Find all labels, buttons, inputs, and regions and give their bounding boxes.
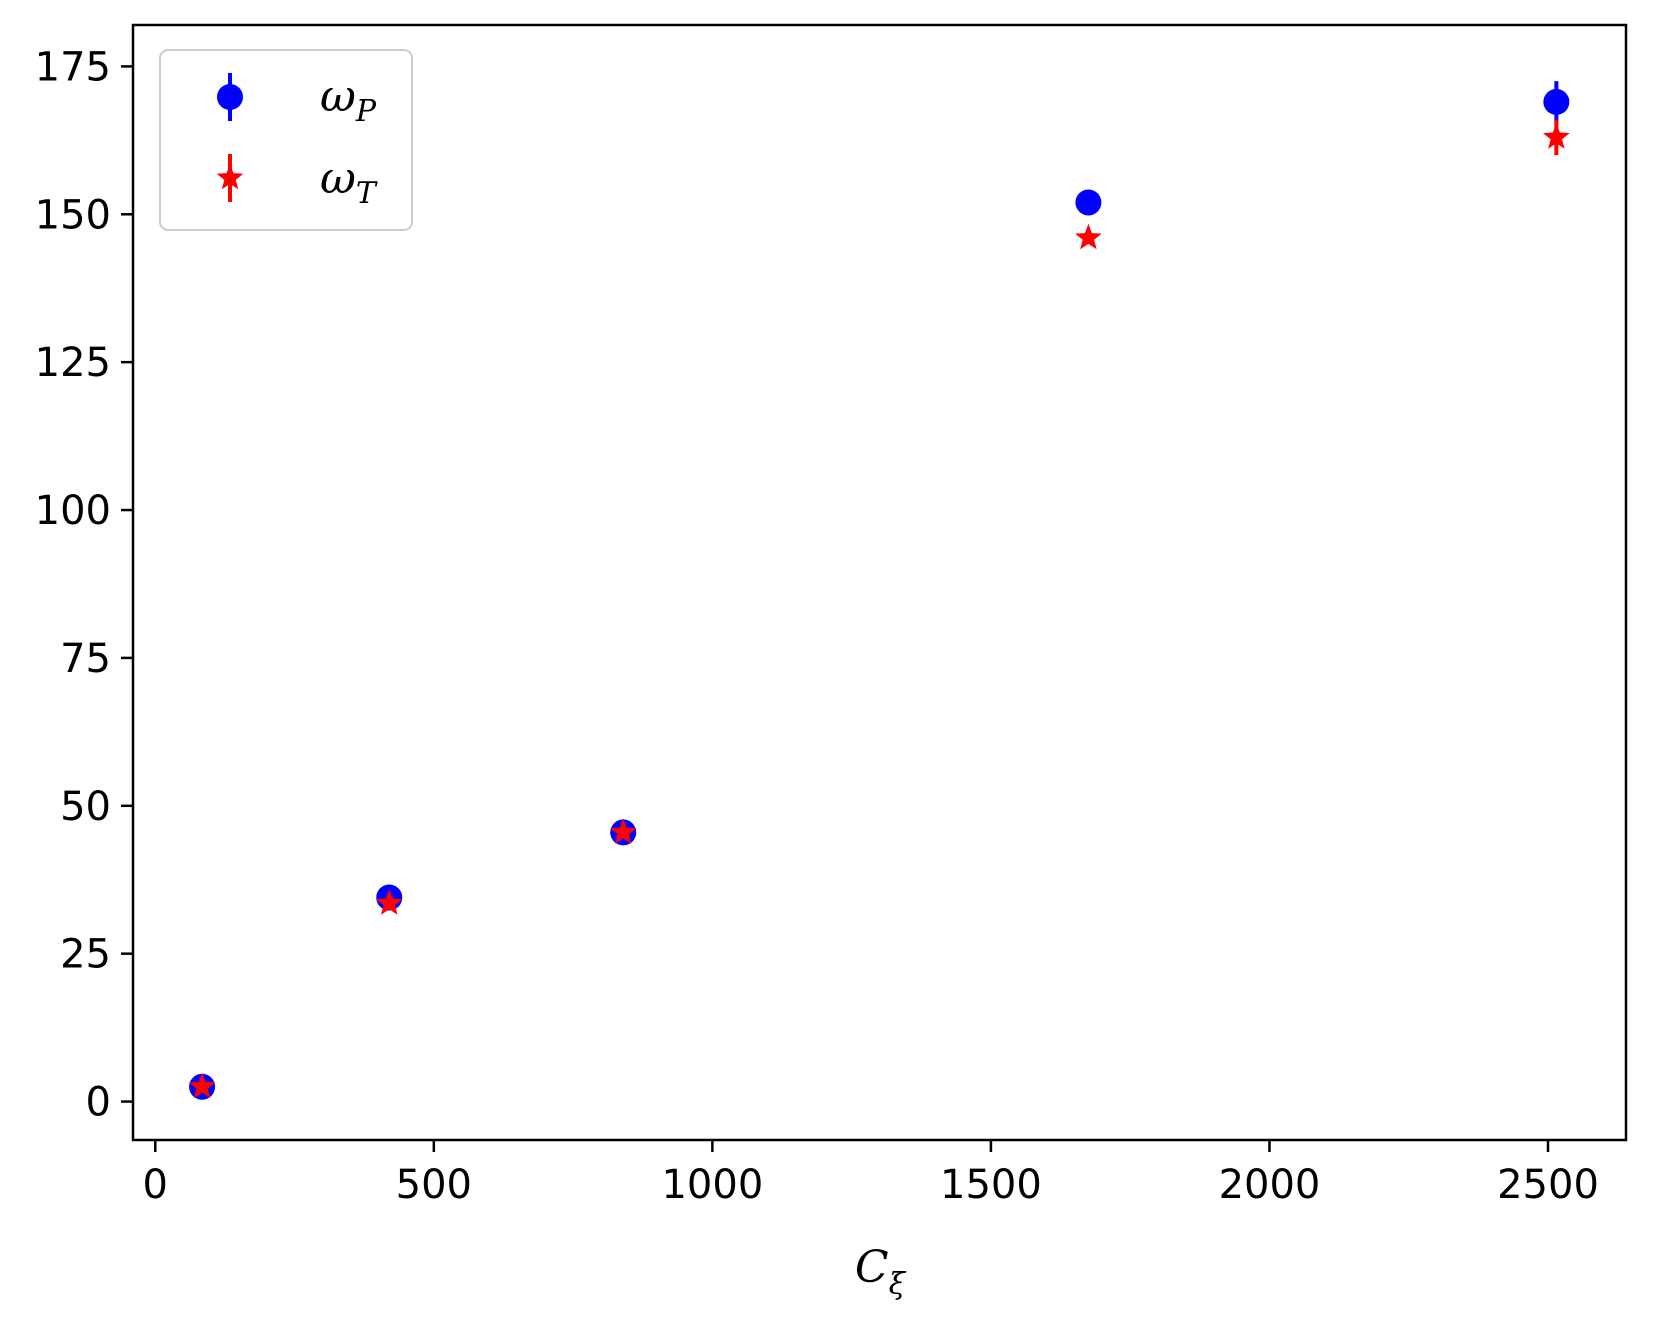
y-tick-label: 50 — [60, 784, 111, 830]
x-tick-label: 1500 — [940, 1162, 1042, 1208]
x-tick-label: 2000 — [1219, 1162, 1321, 1208]
data-point-circle — [1543, 88, 1570, 115]
data-point-star — [609, 818, 637, 844]
data-point-star — [1075, 223, 1102, 250]
y-tick-label: 150 — [35, 192, 111, 238]
x-tick-label: 0 — [143, 1162, 168, 1208]
data-point-star — [1543, 123, 1570, 149]
legend: ωP ωT — [159, 49, 413, 231]
y-tick-label: 175 — [35, 44, 111, 90]
data-marks — [188, 81, 1570, 1100]
y-axis: 0 25 50 75 100 125 150 175 — [35, 44, 133, 1126]
y-tick-label: 0 — [86, 1080, 111, 1126]
x-tick-label: 500 — [396, 1162, 472, 1208]
y-tick-label: 75 — [60, 636, 111, 682]
data-point-star — [375, 889, 403, 915]
x-axis: 0 500 1000 1500 2000 2500 — [143, 1140, 1599, 1208]
legend-marker-circle — [217, 84, 243, 110]
data-point-circle — [1075, 189, 1102, 216]
legend-label-series-1: ωP — [320, 71, 377, 129]
x-tick-label: 1000 — [661, 1162, 763, 1208]
y-tick-label: 100 — [35, 488, 111, 534]
x-axis-label: Cξ — [855, 1242, 907, 1302]
legend-marker-star — [216, 164, 244, 190]
legend-label-series-2: ωT — [320, 153, 378, 211]
y-tick-label: 25 — [60, 932, 111, 978]
x-tick-label: 2500 — [1497, 1162, 1599, 1208]
series-2 — [188, 119, 1570, 1099]
y-tick-label: 125 — [35, 340, 111, 386]
data-point-star — [188, 1072, 216, 1099]
